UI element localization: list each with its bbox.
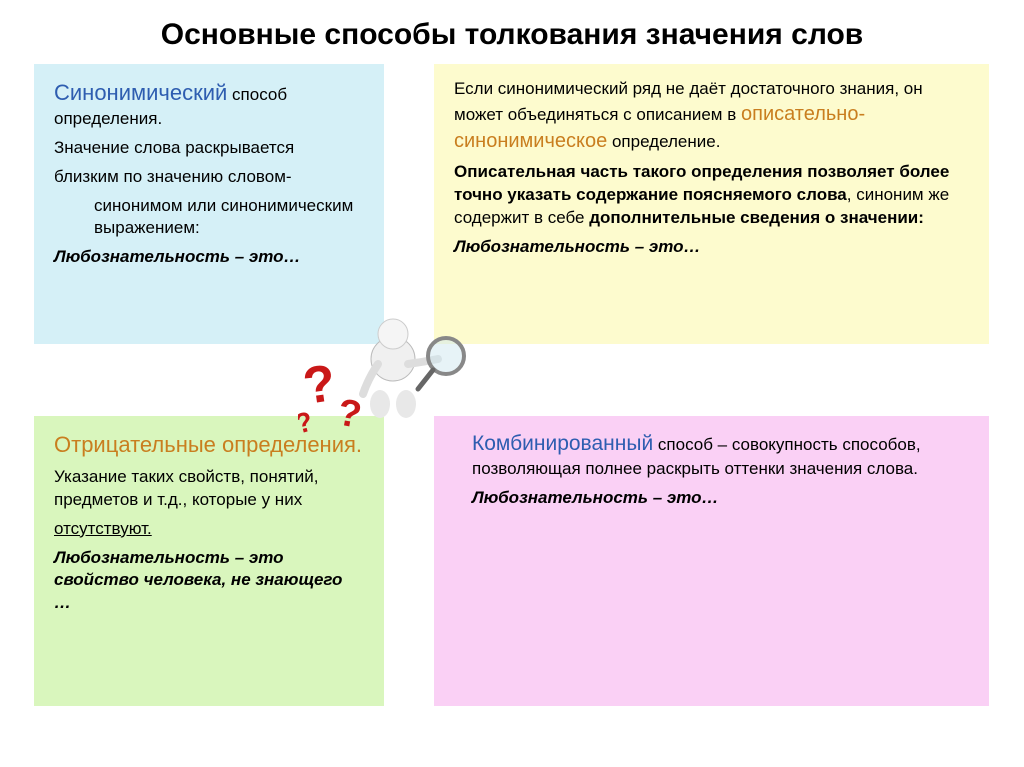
box-combined: Комбинированный способ – совокупность сп… xyxy=(434,416,989,706)
term-combined: Комбинированный xyxy=(472,432,653,455)
green-example: Любознательность – это свойство человека… xyxy=(54,547,364,616)
term-synonymic: Синонимический xyxy=(54,80,227,105)
yellow-bold2: дополнительные сведения о значении: xyxy=(589,208,924,227)
center-figure-icon: ? ? ? xyxy=(298,304,478,454)
green-underline: отсутствуют. xyxy=(54,518,364,541)
svg-text:?: ? xyxy=(334,392,364,437)
blue-line2: близким по значению словом- xyxy=(54,166,364,189)
green-line1: Указание таких свойств, понятий, предмет… xyxy=(54,467,318,509)
page-title: Основные способы толкования значения сло… xyxy=(0,0,1024,64)
box-negative: Отрицательные определения. Указание таки… xyxy=(34,416,384,706)
yellow-term-rest: определение. xyxy=(607,132,720,151)
blue-line3: синонимом или синонимическим выражением: xyxy=(54,195,364,241)
box-descriptive-synonymic: Если синонимический ряд не даёт достаточ… xyxy=(434,64,989,344)
pink-example: Любознательность – это… xyxy=(454,487,969,510)
content-grid: Синонимический способ определения. Значе… xyxy=(0,64,1024,744)
yellow-example: Любознательность – это… xyxy=(454,236,969,259)
blue-line1: Значение слова раскрывается xyxy=(54,137,364,160)
box-synonymic: Синонимический способ определения. Значе… xyxy=(34,64,384,344)
blue-example: Любознательность – это… xyxy=(54,246,364,269)
